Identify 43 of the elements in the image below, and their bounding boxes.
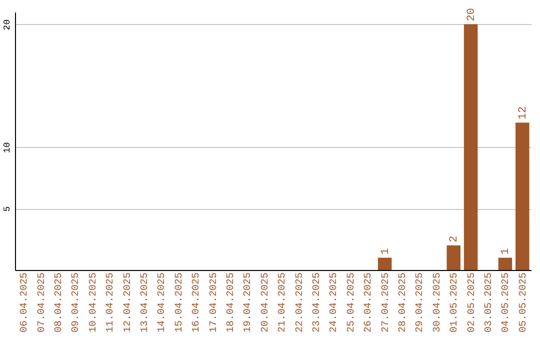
- x-tick-label: 27.04.2025: [380, 272, 392, 333]
- x-tick-label: 22.04.2025: [294, 272, 306, 333]
- y-tick-label: 10: [2, 142, 12, 154]
- x-tick-label: 26.04.2025: [364, 272, 375, 333]
- x-tick-label: 02.05.2025: [466, 272, 478, 333]
- x-tick-label: 25.04.2025: [346, 272, 358, 333]
- x-tick-label: 17.04.2025: [208, 272, 220, 333]
- x-tick-label: 08.04.2025: [54, 272, 65, 333]
- x-tick-label: 29.04.2025: [415, 272, 426, 333]
- x-tick-label: 15.04.2025: [174, 272, 186, 333]
- x-tick-label: 04.05.2025: [501, 272, 512, 333]
- bar: [378, 258, 392, 270]
- x-tick-label: 01.05.2025: [450, 272, 461, 333]
- x-tick-label: 23.04.2025: [312, 272, 323, 333]
- bar: [446, 245, 460, 270]
- bar: [498, 258, 512, 270]
- x-tick-label: 20.04.2025: [260, 272, 272, 333]
- data-label: 12: [517, 106, 530, 120]
- bar: [516, 122, 530, 270]
- y-tick-label: 5: [2, 206, 12, 212]
- x-tick-label: 11.04.2025: [106, 272, 117, 333]
- bar: [464, 24, 478, 270]
- data-label: 2: [448, 236, 461, 242]
- x-tick-label: 30.04.2025: [432, 272, 444, 333]
- x-tick-label: 05.05.2025: [518, 272, 530, 333]
- x-tick-label: 09.04.2025: [71, 272, 82, 333]
- x-tick-label: 21.04.2025: [278, 272, 289, 333]
- x-tick-label: 28.04.2025: [398, 272, 409, 333]
- x-tick-label: 12.04.2025: [122, 272, 134, 333]
- x-tick-label: 03.05.2025: [484, 272, 495, 333]
- x-tick-label: 14.04.2025: [157, 272, 168, 333]
- y-tick-label: 20: [2, 19, 12, 30]
- x-tick-label: 19.04.2025: [243, 272, 254, 333]
- x-tick-label: 24.04.2025: [329, 272, 340, 333]
- x-tick-label: 13.04.2025: [140, 272, 151, 333]
- data-label: 20: [466, 8, 478, 22]
- x-tick-label: 18.04.2025: [226, 272, 237, 333]
- x-tick-label: 06.04.2025: [20, 272, 31, 333]
- data-label: 1: [500, 248, 512, 255]
- x-tick-label: 16.04.2025: [192, 272, 203, 333]
- data-label: 1: [380, 248, 392, 255]
- x-tick-label: 10.04.2025: [88, 272, 100, 333]
- x-tick-label: 07.04.2025: [36, 272, 48, 333]
